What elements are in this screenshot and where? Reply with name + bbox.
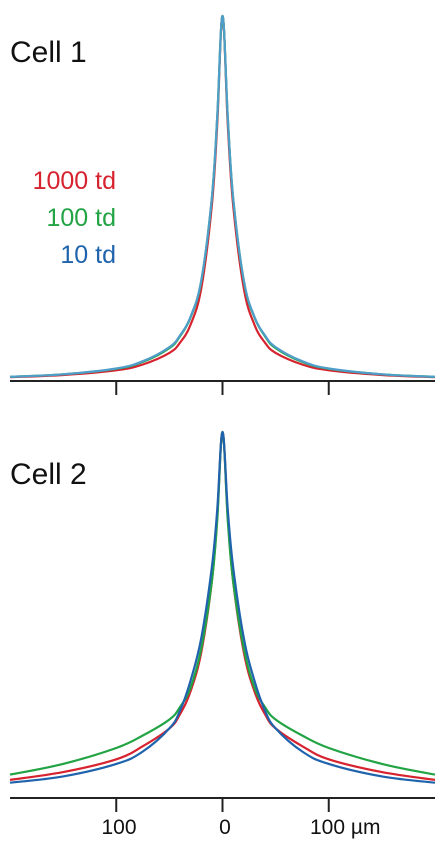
legend: 1000 td 100 td 10 td bbox=[33, 167, 116, 269]
legend-label-10-td: 10 td bbox=[60, 241, 116, 269]
series-line-10-td bbox=[9, 14, 435, 378]
series-line-1000-td bbox=[9, 14, 435, 379]
series-line-10-td bbox=[9, 430, 435, 784]
panel-cell-2: Cell 2 100 0 100 µm bbox=[9, 430, 435, 839]
panel-title-cell-1: Cell 1 bbox=[10, 36, 87, 69]
panel-cell-1: Cell 1 1000 td 100 td 10 td bbox=[9, 14, 435, 395]
curves bbox=[9, 430, 435, 784]
legend-label-100-td: 100 td bbox=[46, 204, 116, 232]
series-line-100-td bbox=[9, 14, 435, 378]
x-axis-ticks bbox=[115, 381, 330, 395]
x-axis-ticks bbox=[115, 798, 330, 812]
curves bbox=[9, 14, 435, 379]
x-tick-label-0: 0 bbox=[219, 816, 231, 839]
x-tick-label-left-100: 100 bbox=[101, 816, 136, 839]
panel-title-cell-2: Cell 2 bbox=[10, 458, 87, 491]
x-tick-labels: 100 0 100 µm bbox=[101, 816, 380, 839]
legend-label-1000-td: 1000 td bbox=[33, 167, 116, 195]
x-tick-label-right-100-um: 100 µm bbox=[310, 816, 380, 839]
